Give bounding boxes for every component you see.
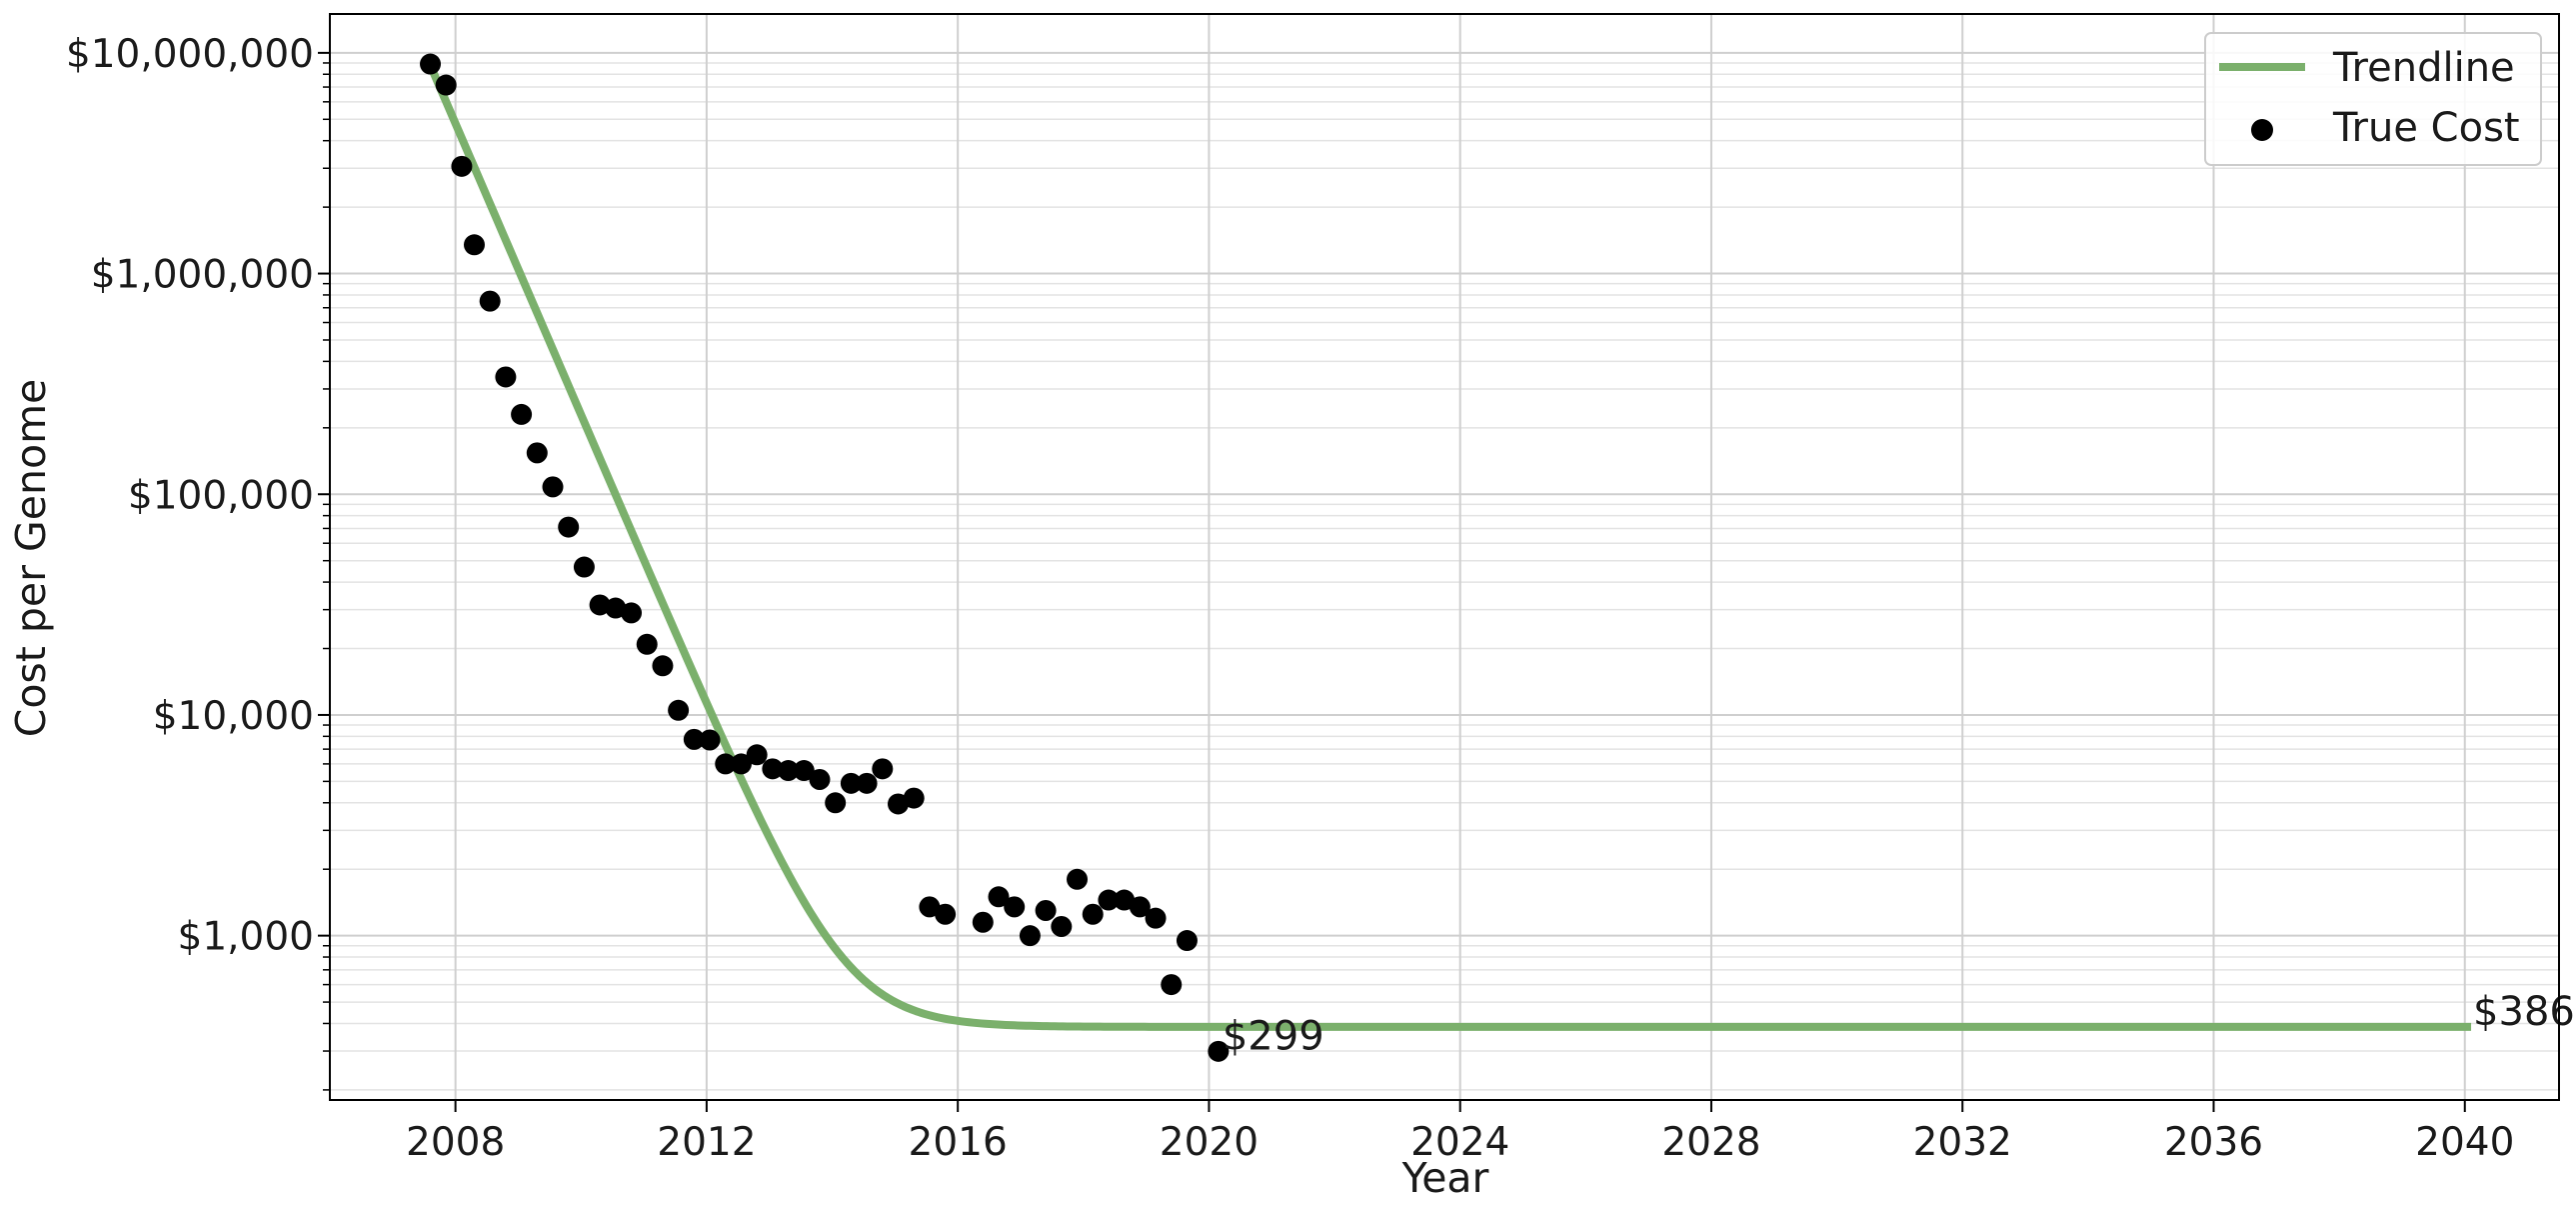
x-axis-title: Year xyxy=(1401,1154,1489,1202)
true-cost-point xyxy=(420,53,442,75)
x-tick-label: 2016 xyxy=(909,1120,1008,1165)
true-cost-point xyxy=(972,911,994,933)
legend-trendline-label: Trendline xyxy=(2332,45,2515,91)
legend: Trendline True Cost xyxy=(2204,32,2542,166)
true-cost-point xyxy=(495,366,517,388)
x-tick-label: 2012 xyxy=(657,1120,756,1165)
trendline-end-annotation: $386 xyxy=(2473,989,2575,1035)
true-cost-point xyxy=(558,516,580,538)
y-axis-title: Cost per Genome xyxy=(7,379,55,738)
true-cost-point xyxy=(825,792,847,814)
true-cost-point xyxy=(730,753,752,775)
true-cost-point xyxy=(699,729,721,751)
minor-gridlines xyxy=(330,62,2559,1091)
true-cost-point xyxy=(463,234,485,256)
true-cost-point xyxy=(683,728,705,750)
true-cost-point xyxy=(856,772,878,794)
axis-ticks xyxy=(318,51,2466,1112)
true-cost-point xyxy=(542,476,564,498)
true-cost-point xyxy=(919,896,941,918)
true-cost-point xyxy=(1035,900,1057,921)
trendline-layer xyxy=(426,63,2472,1031)
true-cost-point xyxy=(793,760,815,782)
true-cost-point xyxy=(778,760,800,782)
true-cost-point xyxy=(451,155,473,177)
x-tick-label: 2040 xyxy=(2415,1120,2514,1165)
true-cost-point xyxy=(573,556,595,578)
true-cost-point xyxy=(1019,925,1041,947)
true-cost-point xyxy=(1051,916,1073,938)
true-cost-point xyxy=(1098,889,1120,911)
true-cost-point xyxy=(479,290,501,312)
y-tick-label: $100,000 xyxy=(128,473,314,518)
true-cost-point xyxy=(652,655,674,677)
annotations: $299 $386 xyxy=(1223,989,2575,1059)
true-cost-point xyxy=(903,787,925,809)
true-cost-point xyxy=(1129,896,1151,918)
true-cost-point xyxy=(809,768,831,790)
min-cost-annotation: $299 xyxy=(1223,1013,1324,1059)
true-cost-points xyxy=(420,53,1230,1062)
true-cost-point xyxy=(715,753,737,775)
true-cost-point xyxy=(746,744,768,766)
true-cost-point xyxy=(636,633,658,655)
x-tick-labels: 2008 2012 2016 2020 2024 2028 2032 2036 2040 xyxy=(406,1120,2514,1165)
plot-frame xyxy=(329,13,2560,1101)
trendline-curve xyxy=(426,63,2472,1031)
true-cost-point xyxy=(1067,868,1089,890)
true-cost-point xyxy=(435,74,457,96)
major-gridlines xyxy=(330,14,2559,1100)
legend-true-cost-label: True Cost xyxy=(2332,105,2520,151)
true-cost-point xyxy=(1114,889,1136,911)
true-cost-point xyxy=(526,442,548,464)
x-tick-label: 2008 xyxy=(406,1120,505,1165)
true-cost-point xyxy=(668,699,690,721)
y-tick-label: $1,000,000 xyxy=(91,253,314,298)
true-cost-point xyxy=(589,594,611,616)
true-cost-point xyxy=(1161,974,1183,996)
true-cost-point xyxy=(511,403,533,425)
true-cost-point xyxy=(1176,930,1198,952)
x-tick-label: 2024 xyxy=(1410,1120,1509,1165)
y-tick-label: $10,000,000 xyxy=(66,32,314,77)
true-cost-point xyxy=(872,758,894,780)
true-cost-point xyxy=(935,903,957,925)
x-tick-label: 2020 xyxy=(1160,1120,1259,1165)
true-cost-point xyxy=(988,886,1010,908)
true-cost-point xyxy=(1145,907,1167,929)
true-cost-point xyxy=(840,772,862,794)
true-cost-point xyxy=(1082,903,1104,925)
x-tick-label: 2032 xyxy=(1913,1120,2012,1165)
y-tick-label: $1,000 xyxy=(178,915,314,960)
y-tick-label: $10,000 xyxy=(153,694,314,739)
true-cost-point xyxy=(1004,896,1026,918)
true-cost-point xyxy=(762,758,784,780)
x-tick-label: 2036 xyxy=(2164,1120,2263,1165)
y-tick-labels: $1,000 $10,000 $100,000 $1,000,000 $10,000,0… xyxy=(66,32,314,960)
true-cost-point xyxy=(1208,1040,1230,1062)
x-tick-label: 2028 xyxy=(1661,1120,1760,1165)
true-cost-point xyxy=(621,602,643,624)
legend-true-cost-marker xyxy=(2251,119,2273,141)
